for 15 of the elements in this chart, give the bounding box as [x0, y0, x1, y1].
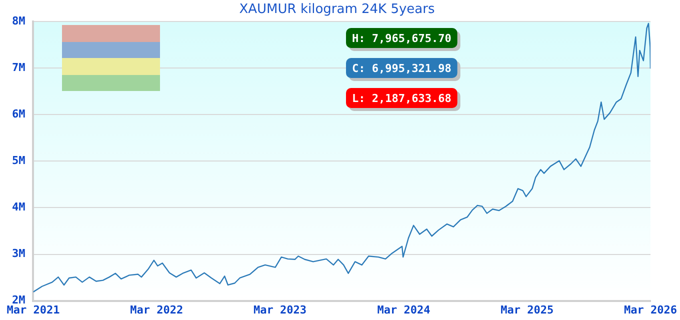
annotation: H: 7,965,675.70	[352, 32, 452, 45]
y-tick-label: 6M	[12, 108, 26, 121]
y-tick-label: 7M	[12, 60, 26, 74]
x-tick-label: Mar 2026	[624, 303, 678, 316]
chart-title: XAUMUR kilogram 24K 5years	[239, 2, 435, 18]
x-tick-label: Mar 2022	[130, 303, 184, 316]
y-tick-label: 3M	[12, 247, 26, 260]
annotation: C: 6,995,321.98	[352, 62, 452, 75]
x-tick-label: Mar 2024	[377, 303, 431, 316]
y-tick-label: 8M	[12, 14, 26, 28]
y-tick-label: 4M	[12, 200, 26, 214]
annotation: L: 2,187,633.68	[352, 92, 452, 105]
y-tick-label: 5M	[12, 154, 26, 168]
x-tick-label: Mar 2023	[254, 303, 307, 316]
x-tick-label: Mar 2025	[500, 303, 554, 316]
